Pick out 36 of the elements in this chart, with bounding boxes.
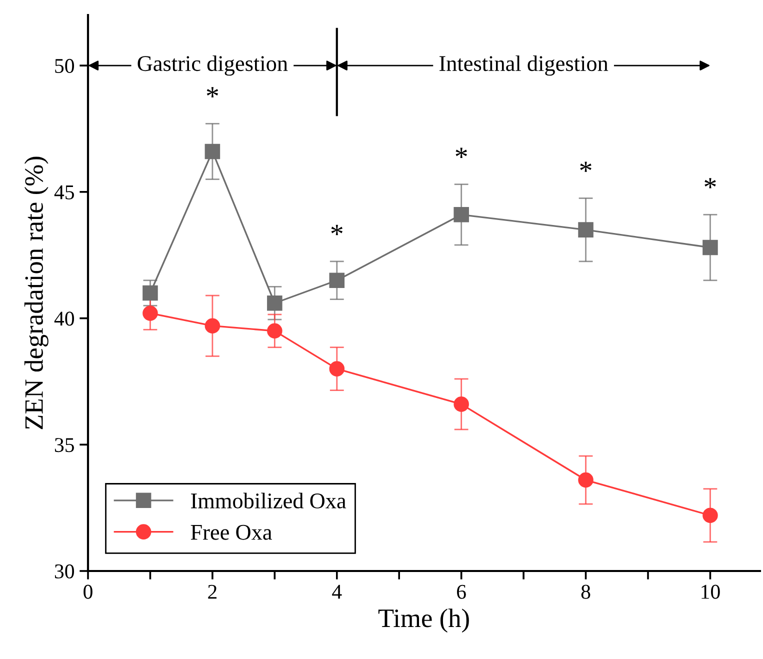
x-tick-label: 0 xyxy=(84,584,92,599)
point xyxy=(454,396,469,412)
annotation: * xyxy=(456,148,467,158)
x-tick-label: 6 xyxy=(457,584,466,599)
point xyxy=(454,207,469,222)
annotation: Intestinal digestion xyxy=(439,55,608,76)
legend-label: Free Oxa xyxy=(190,524,272,540)
x-tick-label: 4 xyxy=(332,584,342,599)
point xyxy=(204,144,220,160)
annotation: * xyxy=(331,224,343,236)
y-tick-label: 45 xyxy=(54,185,74,200)
point xyxy=(142,285,158,301)
point xyxy=(329,272,345,288)
x-tick-label: 2 xyxy=(208,584,217,599)
point xyxy=(329,361,345,376)
y-tick-label: 40 xyxy=(54,312,74,326)
point xyxy=(578,222,594,238)
x-axis-title: Time (h) xyxy=(378,608,469,633)
annotation: * xyxy=(580,162,592,172)
point xyxy=(702,240,718,256)
x-tick-label: 10 xyxy=(702,584,720,599)
annotation: * xyxy=(704,178,716,188)
y-tick-label: 35 xyxy=(54,438,74,452)
point xyxy=(267,323,282,339)
point xyxy=(702,508,718,524)
annotation: Gastric digestion xyxy=(138,55,288,76)
point xyxy=(267,295,282,311)
x-tick-label: 8 xyxy=(581,584,590,599)
point xyxy=(142,306,158,321)
point xyxy=(204,318,220,334)
point xyxy=(578,472,594,488)
y-tick-label: 50 xyxy=(55,58,74,73)
y-axis-title: ZEN degradation rate (%) xyxy=(24,156,48,430)
y-tick-label: 30 xyxy=(54,564,74,578)
annotation: * xyxy=(206,87,218,98)
legend-label: Immobilized Oxa xyxy=(191,492,346,508)
